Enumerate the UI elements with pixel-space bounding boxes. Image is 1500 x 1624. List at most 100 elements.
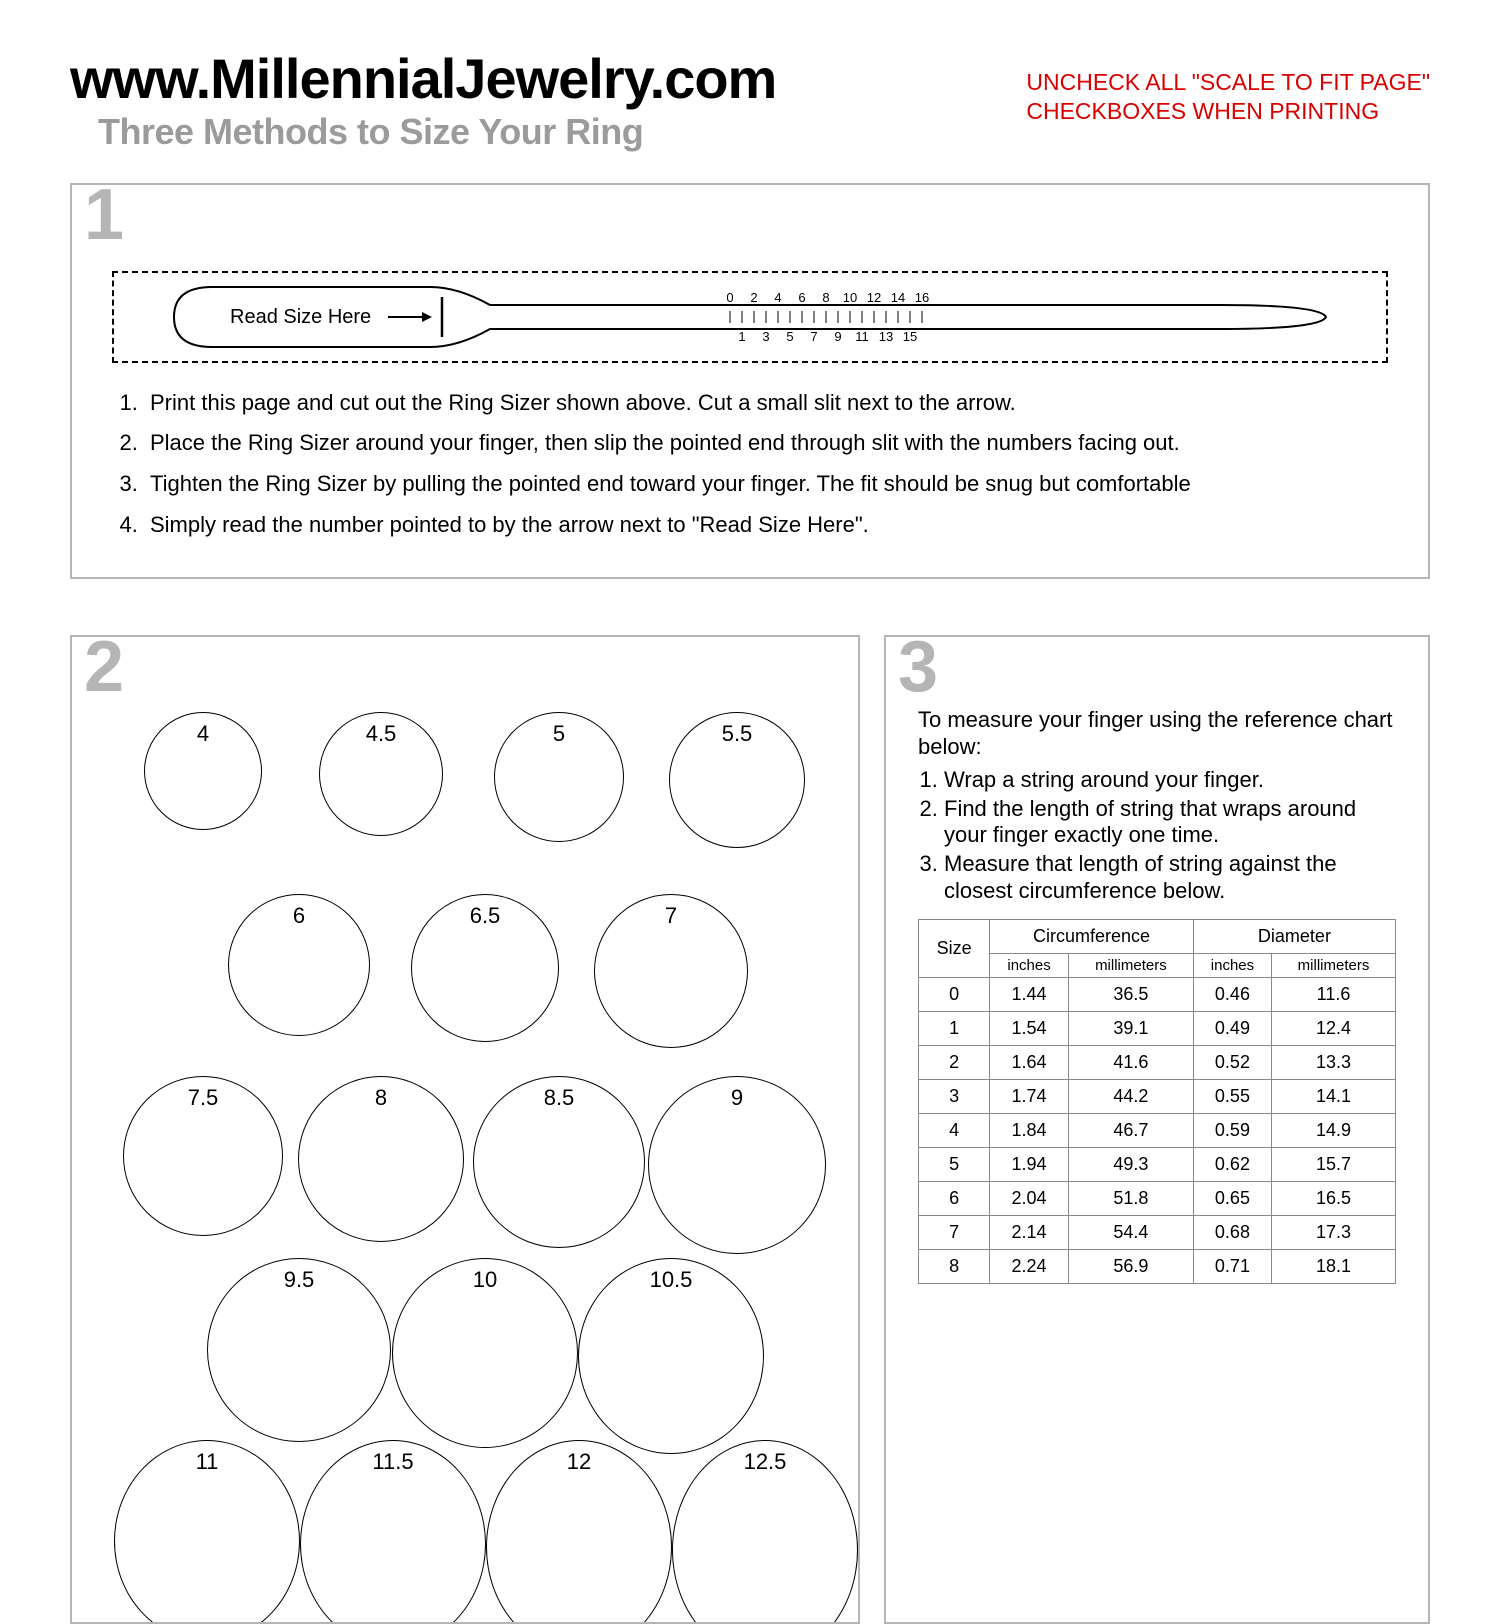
ring-size-circle: 4.5 [319, 712, 443, 836]
svg-text:12: 12 [867, 290, 881, 305]
ring-size-circle: 11.5 [300, 1440, 486, 1624]
table-cell: 46.7 [1068, 1113, 1193, 1147]
method-3-step: Wrap a string around your finger. [944, 767, 1396, 794]
method-2-number: 2 [84, 635, 124, 703]
table-cell: 17.3 [1272, 1215, 1396, 1249]
table-cell: 0.46 [1193, 977, 1271, 1011]
method-3-steps: Wrap a string around your finger.Find th… [918, 767, 1396, 905]
instruction-item: Tighten the Ring Sizer by pulling the po… [144, 470, 1386, 499]
circle-cell: 12.5 [672, 1440, 858, 1612]
method-3-step: Measure that length of string against th… [944, 851, 1396, 905]
ring-circles-grid: 44.555.566.577.588.599.51010.51111.51212… [104, 712, 826, 1612]
header-left: www.MillennialJewelry.com Three Methods … [70, 50, 776, 153]
instruction-item: Place the Ring Sizer around your finger,… [144, 429, 1386, 458]
table-units-row: inches millimeters inches millimeters [919, 953, 1396, 977]
table-cell: 15.7 [1272, 1147, 1396, 1181]
table-cell: 12.4 [1272, 1011, 1396, 1045]
table-row: 72.1454.40.6817.3 [919, 1215, 1396, 1249]
table-cell: 16.5 [1272, 1181, 1396, 1215]
table-cell: 11.6 [1272, 977, 1396, 1011]
circle-row: 9.51010.5 [104, 1258, 826, 1430]
table-cell: 1.74 [990, 1079, 1069, 1113]
circle-cell: 9.5 [206, 1258, 392, 1430]
circle-cell: 6 [206, 894, 392, 1066]
unit-inches: inches [1193, 953, 1271, 977]
table-cell: 2.24 [990, 1249, 1069, 1283]
ring-size-circle: 5.5 [669, 712, 805, 848]
table-row: 41.8446.70.5914.9 [919, 1113, 1396, 1147]
ring-size-circle: 6 [228, 894, 370, 1036]
svg-text:10: 10 [843, 290, 857, 305]
table-row: 62.0451.80.6516.5 [919, 1181, 1396, 1215]
table-cell: 7 [919, 1215, 990, 1249]
table-row: 51.9449.30.6215.7 [919, 1147, 1396, 1181]
ruler-ticks: 024681012141613579111315 [726, 290, 929, 344]
ring-size-circle: 8 [298, 1076, 464, 1242]
ring-size-circle: 6.5 [411, 894, 559, 1042]
circle-row: 7.588.59 [104, 1076, 826, 1248]
table-cell: 0.65 [1193, 1181, 1271, 1215]
subtitle: Three Methods to Size Your Ring [98, 111, 776, 153]
svg-text:3: 3 [762, 329, 769, 344]
size-chart-table: Size Circumference Diameter inches milli… [918, 919, 1396, 1284]
svg-text:1: 1 [738, 329, 745, 344]
ring-size-circle: 12 [486, 1440, 672, 1624]
header: www.MillennialJewelry.com Three Methods … [70, 50, 1430, 153]
table-cell: 44.2 [1068, 1079, 1193, 1113]
instruction-item: Print this page and cut out the Ring Siz… [144, 389, 1386, 418]
size-chart-body: 01.4436.50.4611.611.5439.10.4912.421.644… [919, 977, 1396, 1283]
ruler-cutout-box: Read Size Here 024681012141613579111315 [112, 271, 1388, 363]
table-cell: 14.1 [1272, 1079, 1396, 1113]
method-3-panel: 3 To measure your finger using the refer… [884, 635, 1430, 1624]
svg-text:16: 16 [915, 290, 929, 305]
table-cell: 1.54 [990, 1011, 1069, 1045]
svg-text:11: 11 [855, 329, 869, 344]
svg-text:14: 14 [891, 290, 905, 305]
lower-row: 2 44.555.566.577.588.599.51010.51111.512… [70, 605, 1430, 1624]
table-cell: 8 [919, 1249, 990, 1283]
ring-size-circle: 11 [114, 1440, 300, 1624]
ring-size-circle: 5 [494, 712, 624, 842]
unit-mm: millimeters [1272, 953, 1396, 977]
method-2-panel: 2 44.555.566.577.588.599.51010.51111.512… [70, 635, 860, 1624]
table-cell: 41.6 [1068, 1045, 1193, 1079]
svg-text:4: 4 [774, 290, 781, 305]
ring-size-circle: 7.5 [123, 1076, 283, 1236]
table-cell: 1 [919, 1011, 990, 1045]
col-circumference: Circumference [990, 919, 1194, 953]
table-cell: 14.9 [1272, 1113, 1396, 1147]
ring-size-circle: 9.5 [207, 1258, 391, 1442]
table-cell: 1.64 [990, 1045, 1069, 1079]
table-cell: 1.84 [990, 1113, 1069, 1147]
circle-cell: 6.5 [392, 894, 578, 1066]
unit-mm: millimeters [1068, 953, 1193, 977]
table-row: 11.5439.10.4912.4 [919, 1011, 1396, 1045]
ring-size-circle: 4 [144, 712, 262, 830]
table-cell: 2 [919, 1045, 990, 1079]
circle-cell: 11.5 [300, 1440, 486, 1612]
circle-row: 1111.51212.5 [104, 1440, 826, 1612]
table-cell: 4 [919, 1113, 990, 1147]
unit-inches: inches [990, 953, 1069, 977]
print-warning: UNCHECK ALL "SCALE TO FIT PAGE" CHECKBOX… [1026, 68, 1430, 126]
circle-cell: 5 [470, 712, 648, 884]
method-1-instructions: Print this page and cut out the Ring Siz… [144, 389, 1386, 539]
table-cell: 2.04 [990, 1181, 1069, 1215]
circle-cell: 10.5 [578, 1258, 764, 1430]
ring-size-circle: 10.5 [578, 1258, 764, 1454]
method-3-number: 3 [898, 631, 938, 703]
ruler-svg: Read Size Here 024681012141613579111315 [132, 285, 1368, 349]
table-cell: 54.4 [1068, 1215, 1193, 1249]
table-header-row: Size Circumference Diameter [919, 919, 1396, 953]
ring-size-circle: 9 [648, 1076, 826, 1254]
ruler-read-label: Read Size Here [230, 306, 371, 328]
circle-cell: 8.5 [470, 1076, 648, 1248]
table-cell: 1.94 [990, 1147, 1069, 1181]
svg-text:2: 2 [750, 290, 757, 305]
table-row: 31.7444.20.5514.1 [919, 1079, 1396, 1113]
table-row: 01.4436.50.4611.6 [919, 977, 1396, 1011]
table-cell: 0.49 [1193, 1011, 1271, 1045]
table-cell: 13.3 [1272, 1045, 1396, 1079]
table-row: 21.6441.60.5213.3 [919, 1045, 1396, 1079]
svg-text:5: 5 [786, 329, 793, 344]
